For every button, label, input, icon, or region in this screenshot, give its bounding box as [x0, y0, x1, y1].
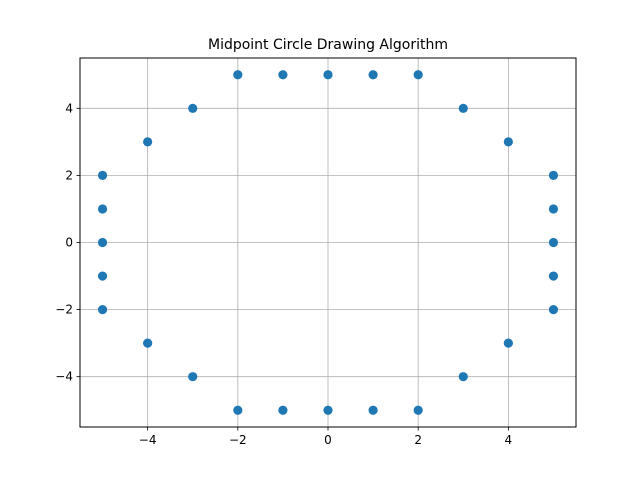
- x-tick-label: −2: [229, 433, 247, 447]
- scatter-point: [548, 237, 559, 248]
- scatter-point: [548, 271, 559, 281]
- scatter-point: [413, 70, 423, 80]
- scatter-point: [97, 271, 108, 281]
- x-tick-label: 0: [324, 433, 332, 447]
- chart-title: Midpoint Circle Drawing Algorithm: [208, 37, 448, 53]
- x-tick-label: 4: [505, 433, 513, 447]
- y-tick-label: 2: [65, 168, 73, 182]
- scatter-point: [233, 405, 243, 415]
- scatter-point: [278, 405, 288, 415]
- scatter-point: [143, 137, 153, 147]
- y-tick-label: −4: [55, 370, 73, 384]
- scatter-point: [368, 405, 378, 415]
- axis-ticks: −4 −2 0 2 4 −4 −2 0 2 4: [55, 101, 512, 447]
- scatter-point: [413, 405, 423, 415]
- x-tick-label: −4: [139, 433, 157, 447]
- scatter-point: [323, 70, 333, 80]
- y-tick-label: −2: [55, 303, 73, 317]
- scatter-point: [97, 304, 108, 315]
- scatter-point: [188, 372, 198, 382]
- x-tick-label: 2: [414, 433, 422, 447]
- scatter-point: [188, 103, 198, 113]
- grid-lines: [80, 58, 576, 427]
- scatter-point: [503, 137, 513, 147]
- scatter-point: [548, 304, 559, 315]
- scatter-point: [97, 237, 108, 248]
- y-tick-label: 0: [65, 236, 73, 250]
- scatter-point: [458, 103, 468, 113]
- scatter-point: [278, 70, 288, 80]
- scatter-point: [503, 338, 513, 348]
- scatter-point: [548, 204, 559, 214]
- y-tick-label: 4: [65, 101, 73, 115]
- scatter-point: [233, 70, 243, 80]
- scatter-point: [143, 338, 153, 348]
- scatter-point: [548, 170, 559, 181]
- scatter-point: [97, 204, 108, 214]
- data-points: [97, 70, 559, 415]
- scatter-point: [323, 405, 333, 415]
- scatter-point: [368, 70, 378, 80]
- scatter-point: [97, 170, 108, 181]
- scatter-point: [458, 372, 468, 382]
